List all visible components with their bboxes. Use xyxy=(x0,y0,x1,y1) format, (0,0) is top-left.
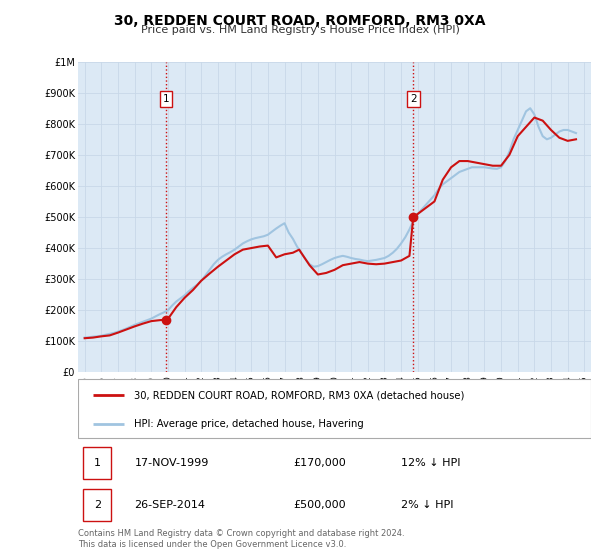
Text: 12% ↓ HPI: 12% ↓ HPI xyxy=(401,459,461,468)
Text: £500,000: £500,000 xyxy=(293,501,346,510)
Text: 30, REDDEN COURT ROAD, ROMFORD, RM3 0XA: 30, REDDEN COURT ROAD, ROMFORD, RM3 0XA xyxy=(114,14,486,28)
Text: £170,000: £170,000 xyxy=(293,459,346,468)
Bar xyxy=(83,447,112,479)
Text: 1: 1 xyxy=(94,459,101,468)
Text: Price paid vs. HM Land Registry's House Price Index (HPI): Price paid vs. HM Land Registry's House … xyxy=(140,25,460,35)
Text: 2: 2 xyxy=(410,94,416,104)
Text: 2% ↓ HPI: 2% ↓ HPI xyxy=(401,501,454,510)
Text: HPI: Average price, detached house, Havering: HPI: Average price, detached house, Have… xyxy=(134,418,364,428)
Text: 1: 1 xyxy=(163,94,169,104)
Text: 30, REDDEN COURT ROAD, ROMFORD, RM3 0XA (detached house): 30, REDDEN COURT ROAD, ROMFORD, RM3 0XA … xyxy=(134,390,465,400)
Text: Contains HM Land Registry data © Crown copyright and database right 2024.
This d: Contains HM Land Registry data © Crown c… xyxy=(78,529,404,549)
Text: 17-NOV-1999: 17-NOV-1999 xyxy=(134,459,209,468)
Text: 26-SEP-2014: 26-SEP-2014 xyxy=(134,501,205,510)
Text: 2: 2 xyxy=(94,501,101,510)
Bar xyxy=(83,489,112,521)
